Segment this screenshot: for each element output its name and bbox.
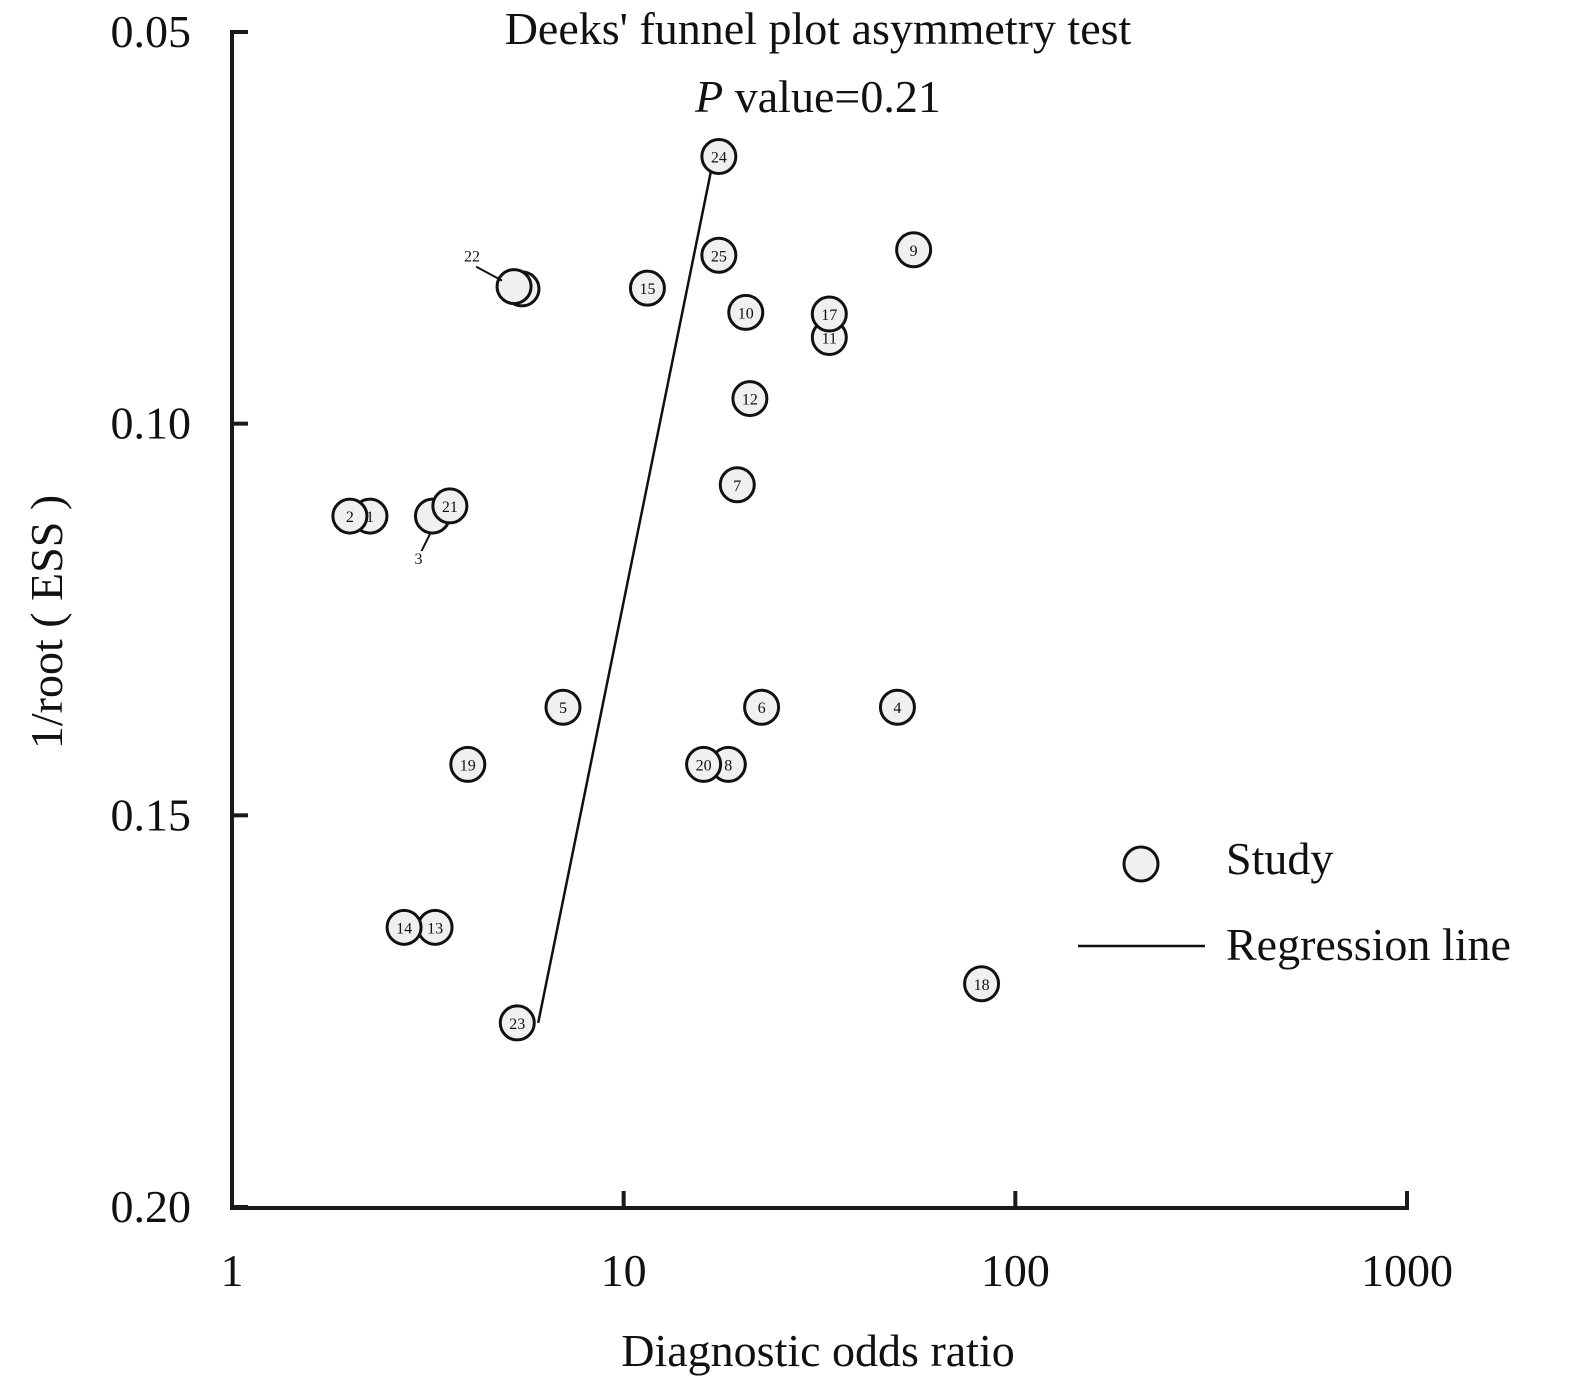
x-tick-label: 1000	[1361, 1245, 1453, 1296]
study-marker	[727, 293, 765, 331]
study-point: 12	[731, 380, 769, 418]
study-id-label: 14	[396, 920, 412, 937]
study-point: 18	[963, 965, 1001, 1003]
study-marker	[731, 380, 769, 418]
study-point: 20	[685, 745, 723, 783]
study-id-label: 10	[738, 305, 754, 322]
legend: Study Regression line	[1078, 833, 1511, 970]
study-marker	[878, 688, 916, 726]
study-point: 19	[449, 745, 487, 783]
study-point: 22	[464, 249, 533, 306]
study-point: 9	[895, 231, 933, 269]
legend-regression-label: Regression line	[1226, 919, 1511, 970]
chart-title: Deeks' funnel plot asymmetry test	[505, 3, 1132, 54]
study-id-label: 15	[639, 281, 655, 298]
study-marker	[449, 745, 487, 783]
p-value-text: value=0.21	[723, 71, 941, 122]
study-point: 25	[700, 236, 738, 274]
study-marker	[544, 688, 582, 726]
study-point: 21	[431, 487, 469, 525]
y-axis-title: 1/root ( ESS )	[21, 495, 72, 749]
study-point: 24	[700, 138, 738, 176]
study-point: 6	[743, 688, 781, 726]
study-id-label: 20	[696, 757, 712, 774]
x-tick-label: 100	[981, 1245, 1050, 1296]
study-marker	[718, 466, 756, 504]
study-id-label: 5	[559, 700, 567, 717]
study-marker	[700, 236, 738, 274]
study-id-label: 13	[427, 920, 443, 937]
study-point: 2	[331, 497, 369, 535]
study-point: 23	[498, 1004, 536, 1042]
study-point: 7	[718, 466, 756, 504]
leader-line	[420, 532, 432, 552]
study-id-label: 4	[893, 700, 901, 717]
study-id-label: 3	[414, 551, 422, 568]
study-marker	[498, 1004, 536, 1042]
study-marker	[743, 688, 781, 726]
study-point: 14	[385, 908, 423, 946]
study-marker	[331, 497, 369, 535]
p-symbol: P	[694, 71, 723, 122]
study-marker	[895, 231, 933, 269]
study-point: 15	[628, 269, 666, 307]
study-marker	[385, 908, 423, 946]
study-id-label: 21	[442, 499, 458, 516]
study-point: 10	[727, 293, 765, 331]
study-id-label: 2	[346, 509, 354, 526]
study-id-label: 7	[733, 478, 741, 495]
study-marker	[628, 269, 666, 307]
y-axis-ticks: 0.05 0.10 0.15 0.20	[111, 6, 248, 1232]
study-marker	[700, 138, 738, 176]
study-id-label: 23	[509, 1016, 525, 1033]
study-marker	[431, 487, 469, 525]
y-tick-label: 0.20	[111, 1181, 192, 1232]
x-tick-label: 1	[221, 1245, 244, 1296]
study-point: 5	[544, 688, 582, 726]
study-id-label: 12	[742, 392, 758, 409]
study-marker	[495, 268, 533, 306]
study-marker	[685, 745, 723, 783]
x-axis-title: Diagnostic odds ratio	[621, 1325, 1015, 1376]
study-id-label: 19	[460, 757, 476, 774]
study-marker	[963, 965, 1001, 1003]
study-point: 3	[413, 497, 451, 568]
x-axis-ticks: 1 10 100 1000	[221, 1191, 1453, 1296]
y-tick-label: 0.05	[111, 6, 192, 57]
y-tick-label: 0.10	[111, 398, 192, 449]
study-id-label: 6	[758, 700, 766, 717]
study-id-label: 1	[366, 509, 374, 526]
study-id-label: 8	[724, 757, 732, 774]
study-id-label: 11	[822, 331, 837, 348]
legend-study-label: Study	[1226, 833, 1333, 884]
leader-line	[475, 265, 503, 282]
study-point: 4	[878, 688, 916, 726]
study-id-label: 24	[711, 150, 727, 167]
y-tick-label: 0.15	[111, 789, 192, 840]
study-id-label: 18	[974, 977, 990, 994]
study-points: 1234567891011121314151617181920212223242…	[331, 138, 1001, 1042]
legend-study-marker	[1122, 845, 1160, 883]
study-point: 13	[416, 908, 454, 946]
study-id-label: 25	[711, 248, 727, 265]
study-id-label: 17	[821, 307, 837, 324]
x-tick-label: 10	[601, 1245, 647, 1296]
study-id-label: 22	[464, 249, 480, 266]
study-marker	[810, 295, 848, 333]
study-point: 17	[810, 295, 848, 333]
study-id-label: 9	[910, 243, 918, 260]
chart-subtitle: P value=0.21	[694, 71, 941, 122]
regression-line	[536, 156, 716, 1024]
